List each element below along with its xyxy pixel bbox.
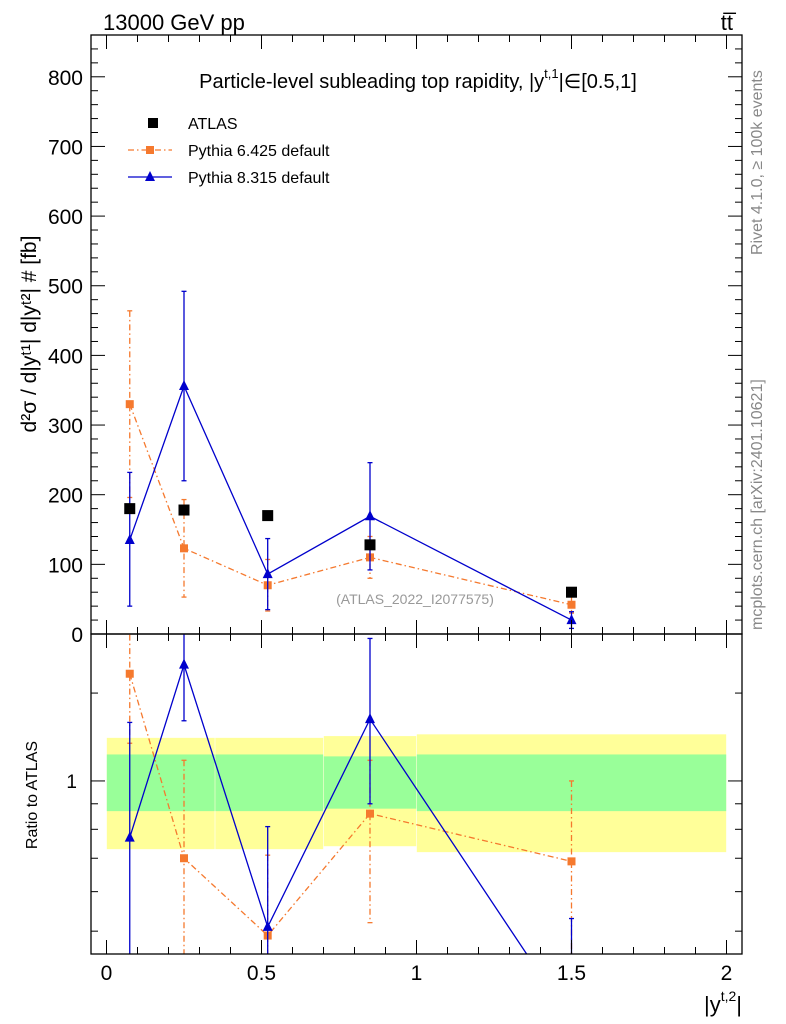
legend-pythia8-label: Pythia 8.315 default [188, 170, 330, 187]
pythia6-ratio-point [366, 809, 374, 818]
bottom-xtick-label: 0.5 [247, 962, 276, 985]
bottom-axes: 1 0 0.5 1 1.5 2 [66, 634, 742, 985]
atlas-point [124, 503, 136, 515]
pythia6-ratio-point [567, 857, 576, 866]
top-ytick-label: 300 [48, 415, 83, 438]
top-panel: 0 100 200 300 400 500 600 700 800 Particle-level… [18, 34, 743, 647]
inner-band-segment [106, 754, 215, 812]
bottom-xtick-label: 2 [721, 962, 733, 985]
legend-atlas-marker [148, 118, 158, 128]
top-data-marks [124, 290, 577, 630]
pythia8-line [129, 384, 572, 621]
top-ytick-label: 100 [48, 554, 83, 577]
pythia6-point [567, 600, 576, 609]
pythia8-ratio-point [262, 920, 273, 931]
atlas-point [566, 586, 577, 598]
pythia8-point [124, 533, 135, 544]
xlabel: |yt,2| [704, 988, 742, 1017]
top-ytick-label: 0 [71, 624, 83, 647]
legend-pythia6-label: Pythia 6.425 default [188, 143, 330, 160]
rivet-label: Rivet 4.1.0, ≥ 100k events [749, 70, 766, 255]
top-axes: 0 100 200 300 400 500 600 700 800 [48, 35, 742, 647]
bottom-ylabel: Ratio to ATLAS [24, 741, 41, 849]
pythia6-point [180, 544, 188, 553]
pythia8-ratio-point [365, 713, 375, 724]
energy-label: 13000 GeV pp [103, 10, 245, 35]
ratio-uncertainty-bands [106, 734, 727, 853]
process-label: tt̅ [721, 10, 737, 35]
bottom-data-marks [124, 634, 577, 1024]
top-ytick-label: 200 [48, 485, 83, 508]
mcplots-label: mcplots.cern.ch [arXiv:2401.10621] [749, 379, 766, 630]
atlas-point [262, 510, 274, 522]
top-ytick-label: 500 [48, 276, 83, 299]
inner-band-segment [215, 754, 324, 812]
top-ytick-label: 800 [48, 67, 83, 90]
pythia8-ratio-point [179, 658, 189, 669]
bottom-xtick-label: 0 [101, 962, 113, 985]
bottom-xtick-label: 1 [411, 962, 423, 985]
top-ytick-label: 600 [48, 206, 83, 229]
pythia8-point [262, 568, 273, 579]
bottom-panel: 1 0 0.5 1 1.5 2 Ratio to ATLAS |yt,2| [24, 633, 743, 1024]
top-ylabel: d²σ / d|yᵗ¹| d|yᵗ²| # [fb] [18, 236, 41, 433]
top-ytick-label: 700 [48, 136, 83, 159]
bottom-xtick-label: 1.5 [557, 962, 586, 985]
pythia8-point [566, 614, 577, 625]
legend: ATLAS Pythia 6.425 default Pythia 8.315 … [128, 116, 330, 187]
top-ytick-label: 400 [48, 345, 83, 368]
pythia6-ratio-point [180, 854, 188, 863]
pythia8-point [179, 380, 189, 391]
watermark: (ATLAS_2022_I2077575) [336, 591, 494, 607]
legend-pythia6-marker [146, 146, 154, 154]
pythia8-ratio-point [567, 1015, 577, 1024]
pythia8-ratio-point [124, 831, 135, 842]
pythia6-ratio-point [125, 669, 134, 678]
pythia6-line [129, 403, 572, 606]
legend-pythia8-marker [145, 171, 155, 181]
bottom-ytick-label: 1 [66, 772, 77, 793]
legend-atlas-label: ATLAS [188, 116, 238, 133]
atlas-point [178, 504, 190, 516]
pythia6-point [125, 400, 134, 409]
top-title: Particle-level subleading top rapidity, … [199, 66, 637, 93]
pythia8-point [365, 510, 375, 521]
atlas-point [364, 539, 376, 551]
